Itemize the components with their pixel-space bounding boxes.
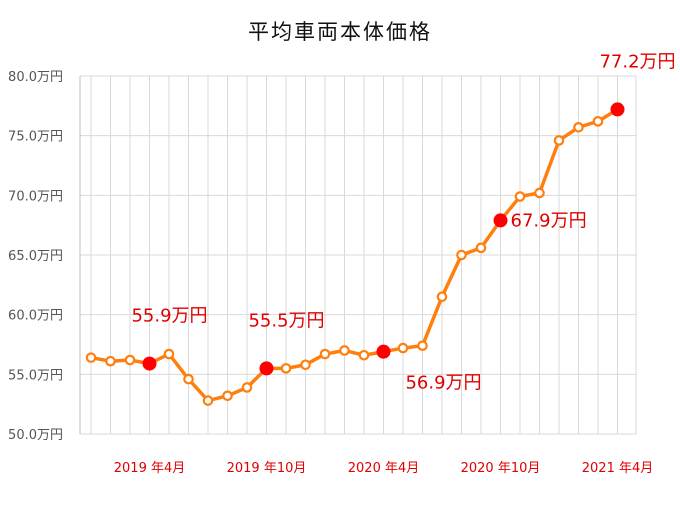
- x-tick-label: 2021 年4月: [582, 461, 654, 476]
- data-point: [592, 116, 604, 127]
- data-point: [319, 348, 331, 360]
- data-point: [456, 249, 467, 261]
- data-point: [475, 242, 487, 254]
- data-label: 56.9万円: [405, 373, 481, 394]
- highlight-point: [376, 344, 391, 359]
- chart-title: 平均車両本体価格: [248, 20, 432, 44]
- highlight-point: [610, 102, 625, 117]
- y-tick-label: 60.0万円: [8, 309, 63, 324]
- data-point: [280, 363, 292, 374]
- x-tick-label: 2020 年10月: [461, 461, 541, 476]
- data-label: 77.2万円: [599, 51, 675, 72]
- highlight-point: [142, 356, 157, 371]
- data-point: [222, 390, 233, 402]
- data-point: [85, 352, 97, 363]
- data-point: [514, 191, 526, 202]
- y-tick-label: 70.0万円: [8, 189, 63, 204]
- data-point: [358, 349, 370, 361]
- highlight-point: [493, 213, 508, 228]
- x-tick-label: 2020 年4月: [348, 461, 420, 476]
- data-label: 55.5万円: [248, 310, 324, 331]
- data-point: [300, 359, 311, 371]
- y-tick-label: 80.0万円: [8, 70, 63, 85]
- data-point: [105, 355, 116, 367]
- data-point: [573, 122, 584, 133]
- y-tick-label: 50.0万円: [8, 428, 63, 443]
- x-tick-label: 2019 年4月: [114, 461, 186, 476]
- y-tick-label: 65.0万円: [8, 249, 63, 264]
- data-point: [534, 187, 545, 199]
- data-point: [183, 373, 194, 385]
- data-point: [397, 342, 409, 354]
- data-point: [339, 345, 350, 356]
- y-tick-label: 75.0万円: [8, 130, 63, 145]
- data-point: [436, 291, 448, 303]
- data-point: [553, 135, 565, 146]
- data-label: 67.9万円: [511, 210, 587, 231]
- data-point: [241, 382, 253, 393]
- y-tick-label: 55.0万円: [8, 368, 63, 383]
- highlight-point: [259, 361, 274, 376]
- data-point: [163, 348, 175, 360]
- data-point: [417, 340, 428, 351]
- data-label: 55.9万円: [131, 306, 207, 327]
- data-point: [202, 395, 214, 406]
- x-tick-label: 2019 年10月: [227, 461, 307, 476]
- data-point: [124, 354, 136, 366]
- series-line: [90, 107, 619, 403]
